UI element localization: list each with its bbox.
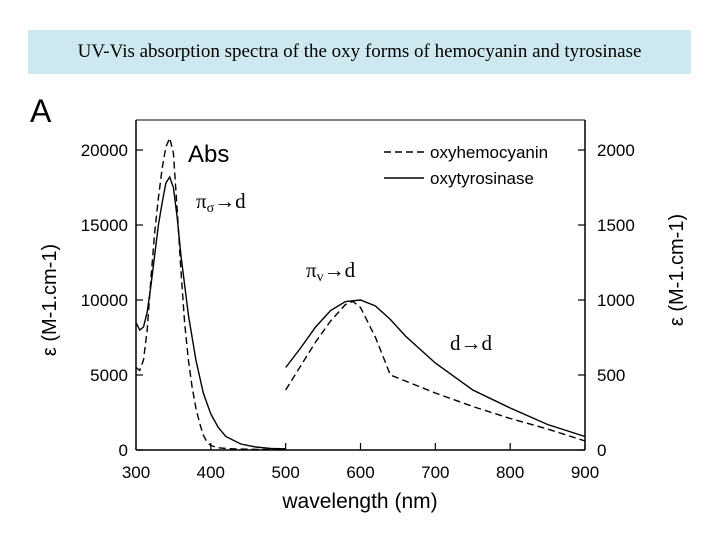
x-tick-label: 900 — [571, 463, 599, 482]
annotation-pi-v-d: πv→d — [306, 258, 356, 285]
series-layer — [135, 135, 586, 451]
y-right-tick-label: 500 — [597, 366, 625, 385]
series-oxytyrosinase-uv-line — [135, 175, 286, 450]
y-left-tick-label: 20000 — [81, 141, 128, 160]
y-axis-left-ticks: 0 5000 10000 15000 20000 — [81, 141, 143, 460]
y-right-tick-label: 1500 — [597, 216, 635, 235]
y-left-tick-label: 10000 — [81, 291, 128, 310]
x-tick-label: 300 — [122, 463, 150, 482]
y-right-tick-label: 1000 — [597, 291, 635, 310]
annotations: πσ→d πv→d d→d — [196, 189, 493, 355]
annotation-d-d: d→d — [450, 331, 493, 355]
series-oxyhemocyanin-vis-line — [285, 300, 586, 442]
y-axis-left-label: ε (M-1.cm-1) — [39, 244, 61, 356]
legend-label-oxytyrosinase: oxytyrosinase — [430, 169, 534, 188]
y-left-tick-label: 15000 — [81, 216, 128, 235]
legend-label-oxyhemocyanin: oxyhemocyanin — [430, 143, 548, 162]
x-tick-label: 800 — [496, 463, 524, 482]
series-oxyhemocyanin-uv-line — [135, 135, 286, 451]
annotation-pi-sigma-d: πσ→d — [196, 189, 246, 216]
x-tick-label: 400 — [197, 463, 225, 482]
x-tick-label: 600 — [346, 463, 374, 482]
x-axis-label: wavelength (nm) — [281, 490, 437, 513]
y-right-tick-label: 2000 — [597, 141, 635, 160]
x-axis-ticks: 300 400 500 600 700 800 900 — [122, 443, 599, 482]
y-axis-right-label: ε (M-1.cm-1) — [666, 214, 688, 326]
y-left-tick-label: 5000 — [90, 366, 128, 385]
slide-title: UV-Vis absorption spectra of the oxy for… — [28, 30, 691, 74]
y-left-tick-label: 0 — [119, 441, 128, 460]
x-tick-label: 500 — [271, 463, 299, 482]
x-tick-label: 700 — [421, 463, 449, 482]
y-right-tick-label: 0 — [597, 441, 606, 460]
inner-title: Abs — [188, 141, 229, 168]
legend: oxyhemocyanin oxytyrosinase — [384, 143, 548, 188]
panel-label: A — [30, 93, 52, 129]
series-oxytyrosinase-vis-line — [285, 299, 586, 438]
y-axis-right-ticks: 0 500 1000 1500 2000 — [578, 141, 635, 460]
